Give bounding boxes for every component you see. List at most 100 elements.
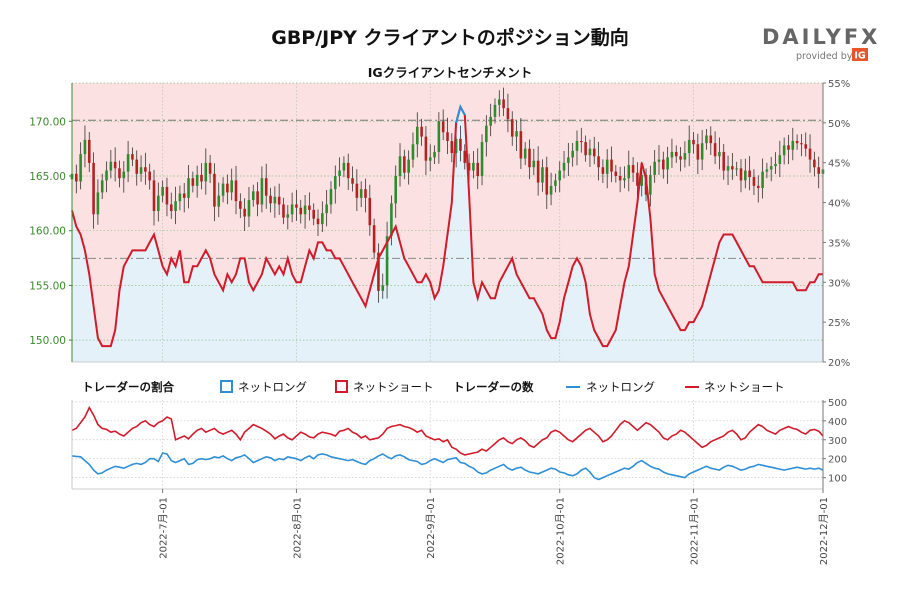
candle-body [726,166,730,171]
candle [571,142,574,167]
candle [752,169,756,196]
candle-body [532,160,536,168]
candle [627,150,631,192]
count-tick-label: 400 [828,417,847,428]
candle-body [791,140,795,150]
candle [580,127,583,153]
candle [545,156,549,210]
candle [649,165,652,207]
candle [385,221,389,299]
candle [791,127,795,161]
candle-body [722,151,726,171]
candle [148,163,151,190]
candle [381,273,385,299]
candle-body [653,161,656,175]
count-tick-label: 500 [828,398,847,409]
count-tick-label: 200 [828,455,847,466]
candle [109,149,113,179]
candle-body [437,121,441,152]
candle [256,182,259,217]
candle-body [774,163,777,167]
candle [761,158,764,199]
candle [83,125,87,168]
logo-tagline: provided by [796,51,853,62]
date-tick-label: 2022-9月-01 [425,497,437,559]
candle-body [497,99,501,105]
candle-body [79,154,82,182]
dailyfx-logo: DAILYFX provided by IG [762,25,877,62]
candle [221,177,225,203]
candle [299,199,303,224]
candle [139,155,143,182]
candle-body [476,162,480,176]
candle [597,141,600,181]
candle-body [614,171,618,176]
candle [169,192,173,219]
candle-body [208,162,212,174]
candle [709,126,713,155]
candle [756,175,760,203]
percent-tick-label: 30% [828,278,850,289]
percent-tick-label: 45% [828,159,850,170]
candle [485,115,488,157]
percent-tick-label: 55% [828,79,850,90]
candle-body [601,167,605,174]
candle [398,143,402,187]
candle [493,98,497,124]
candle-body [109,161,113,171]
candle [523,142,527,166]
candle [226,174,229,205]
candle [230,168,233,201]
candle-body [446,132,449,141]
candle [157,182,160,222]
candle [87,132,91,173]
price-tick-label: 150.00 [29,335,66,347]
candle [476,148,480,190]
chart-title: GBP/JPY クライアントのポジション動向 [271,26,629,49]
candle-body [485,125,488,143]
percent-tick-label: 20% [828,358,850,369]
candle [407,150,410,185]
candle [100,173,104,199]
candle [204,148,208,195]
candle-body [450,140,454,154]
candle [195,165,199,198]
candle [316,209,320,236]
candle-body [817,167,820,174]
candle [122,161,126,193]
candle [769,156,773,182]
candle-body [273,196,277,204]
candle-body [165,186,169,205]
candle [450,133,454,163]
candle [605,149,609,189]
candle [234,165,238,215]
count-lines [71,405,824,481]
candle [536,146,540,196]
candle-body [87,139,91,163]
candle-body [118,168,121,179]
candle-body [394,176,398,204]
candle [528,139,531,180]
candle-body [597,156,600,168]
candle-body [627,165,631,179]
candle-body [398,156,402,176]
candle [774,152,777,175]
percent-axis-ticks: 55% 50% 45% 40% 35% 30% 25% 20% [823,79,850,369]
candle-body [364,189,367,198]
candle [260,166,264,213]
candle-body [813,159,816,168]
candle-body [536,160,540,183]
candle-body [709,135,713,144]
candle [687,125,691,167]
date-tick-label: 2022-11月-01 [689,497,701,565]
candle-body [407,159,410,173]
candle [558,161,562,193]
count-long-line [71,452,824,481]
candle [804,132,808,157]
candle-body [122,171,126,179]
legend-ratio-short: ネットショート [353,380,434,394]
candle-body [765,169,769,172]
legend-short-swatch-icon [335,380,348,393]
price-tick-label: 165.00 [29,171,66,183]
candle [96,179,100,225]
